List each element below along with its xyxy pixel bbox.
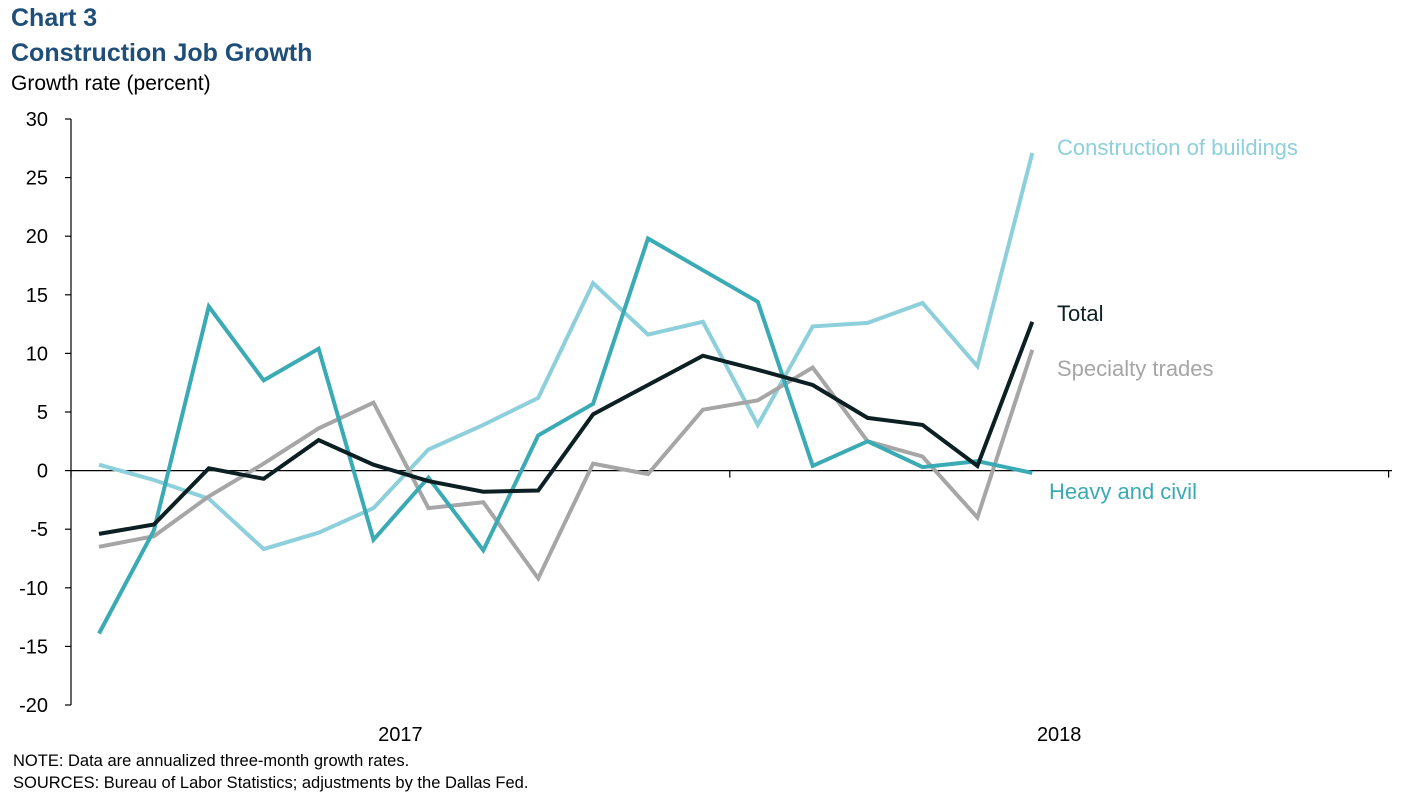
y-tick-label: -20 <box>19 695 48 717</box>
series-label-total: Total <box>1057 301 1103 326</box>
series-label-heavy-and-civil: Heavy and civil <box>1049 479 1197 504</box>
y-axis: 30 25 20 15 10 5 0 -5 -10 -15 -20 <box>19 109 72 717</box>
x-tick-label-2018: 2018 <box>1037 724 1082 746</box>
y-tick-label: 20 <box>26 226 48 248</box>
x-tick-label-2017: 2017 <box>378 724 423 746</box>
chart-number: Chart 3 <box>11 4 98 32</box>
y-tick-label: 15 <box>26 285 48 307</box>
y-tick-label: -15 <box>19 636 48 658</box>
y-tick-label: 0 <box>37 461 48 483</box>
series-line-construction-of-buildings <box>98 152 1035 552</box>
x-axis: 2017 2018 <box>70 470 1392 746</box>
y-tick-label: 5 <box>37 402 48 424</box>
chart-title: Construction Job Growth <box>11 39 313 67</box>
y-axis-title: Growth rate (percent) <box>11 72 211 95</box>
series-label-specialty-trades: Specialty trades <box>1057 356 1214 381</box>
series-label-construction-of-buildings: Construction of buildings <box>1057 135 1298 160</box>
series-labels: Construction of buildings Specialty trade… <box>1049 135 1298 504</box>
y-tick-label: 25 <box>26 168 48 190</box>
note-text: NOTE: Data are annualized three-month gr… <box>13 752 410 770</box>
series-lines <box>97 152 1035 635</box>
series-line-specialty-trades <box>98 349 1035 583</box>
footnote: NOTE: Data are annualized three-month gr… <box>13 750 528 794</box>
y-tick-label: -5 <box>30 519 48 541</box>
series-line-total <box>98 321 1035 536</box>
sources-text: SOURCES: Bureau of Labor Statistics; adj… <box>13 774 529 792</box>
series-line-heavy-and-civil <box>97 235 1033 635</box>
y-tick-label: -10 <box>19 578 48 600</box>
y-tick-label: 10 <box>26 343 48 365</box>
y-tick-label: 30 <box>26 109 48 131</box>
